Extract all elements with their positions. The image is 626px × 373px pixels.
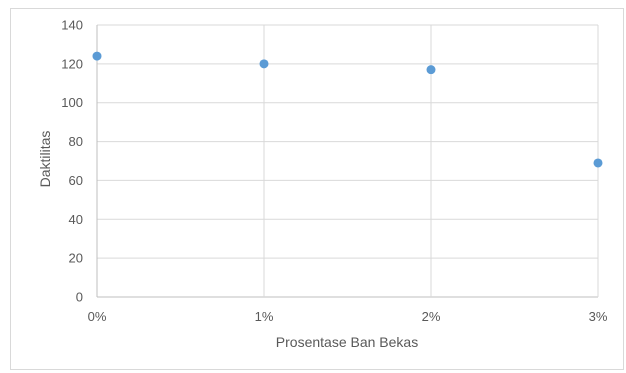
gridlines	[96, 24, 599, 298]
data-point	[426, 65, 436, 75]
chart-frame	[10, 8, 624, 370]
y-tick-label: 120	[61, 56, 83, 71]
x-tick-label: 3%	[589, 309, 608, 324]
x-tick-label: 0%	[88, 309, 107, 324]
x-tick-label: 2%	[422, 309, 441, 324]
y-tick-label: 0	[76, 290, 83, 305]
y-tick-label: 100	[61, 95, 83, 110]
x-axis-title: Prosentase Ban Bekas	[276, 334, 418, 350]
x-tick-label: 1%	[255, 309, 274, 324]
y-axis-title: Daktilitas	[37, 131, 53, 188]
y-tick-label: 20	[69, 251, 83, 266]
data-point	[259, 59, 269, 69]
data-point	[593, 158, 603, 168]
y-tick-label: 40	[69, 212, 83, 227]
data-point	[92, 51, 102, 61]
y-tick-label: 60	[69, 173, 83, 188]
data-points	[92, 51, 603, 168]
y-tick-label: 80	[69, 134, 83, 149]
y-tick-labels: 0 20 40 60 80 100 120 140	[61, 18, 83, 305]
x-tick-labels: 0% 1% 2% 3%	[88, 309, 608, 324]
y-tick-label: 140	[61, 18, 83, 33]
